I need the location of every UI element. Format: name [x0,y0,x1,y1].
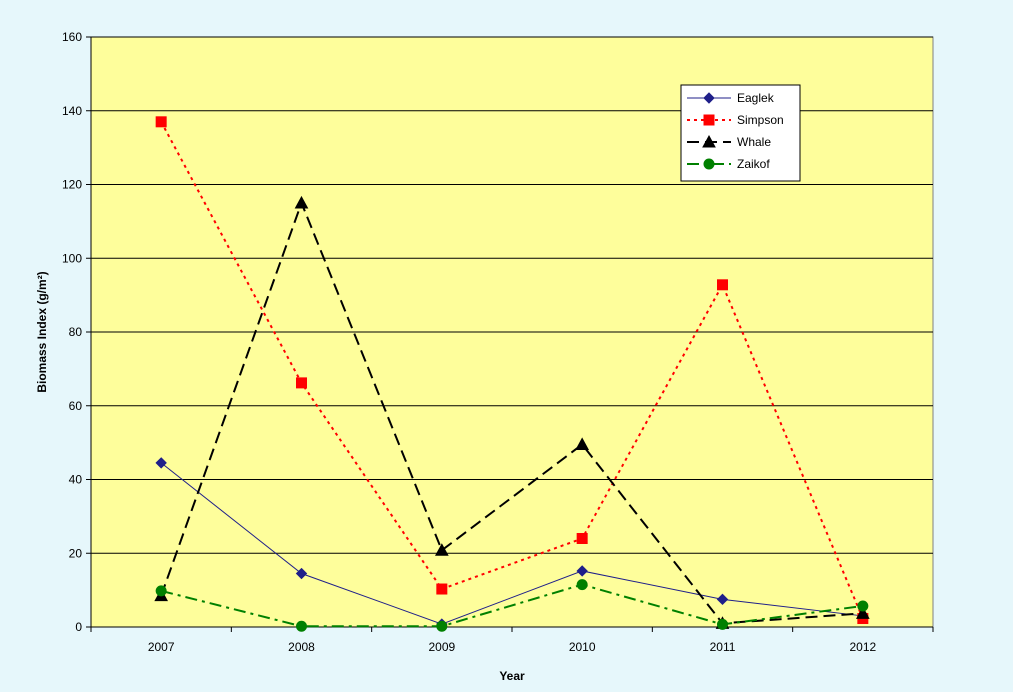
data-point [155,585,167,597]
x-axis-title: Year [499,669,525,683]
x-tick-label: 2012 [849,640,876,654]
legend-item: Whale [687,134,771,149]
data-point [717,618,728,630]
y-tick-label: 20 [69,546,83,560]
y-tick-label: 0 [75,620,82,634]
data-point [295,567,308,580]
y-tick-labels: 0 20 40 60 80 100 120 140 160 [62,30,82,634]
legend-item: Eaglek [687,91,775,105]
y-axis-title: Biomass Index (g/m²) [35,271,49,392]
data-point [716,593,729,606]
x-tick-label: 2011 [710,640,736,654]
series-line [160,583,863,628]
data-point [575,437,590,450]
x-tick-label: 2007 [148,640,175,654]
series-line [160,121,864,619]
y-tick-label: 40 [69,473,83,487]
legend-box [680,84,801,182]
data-point [855,606,870,619]
data-point [576,579,588,591]
data-point [436,620,448,632]
legend-marker [703,92,715,104]
data-point [155,116,167,128]
data-point [434,543,449,556]
data-point [857,600,869,612]
legend-marker [702,134,716,148]
data-point [296,620,307,632]
legend: Eaglek Simpson Whale Zaikof [680,84,801,182]
x-tick-label: 2008 [288,640,315,654]
legend-label: Whale [737,135,771,149]
legend-item: Zaikof [687,157,770,171]
data-point [576,533,588,544]
legend-marker [703,158,715,170]
data-point [576,565,588,577]
x-tick-label: 2009 [428,640,455,654]
y-tick-label: 80 [69,325,83,339]
x-tick-labels: 2007 2008 2009 2010 2011 2012 [148,640,877,654]
y-tick-label: 120 [62,178,82,192]
legend-label: Zaikof [737,157,770,171]
y-tick-label: 100 [62,251,82,265]
series-line [160,462,863,625]
legend-label: Simpson [737,113,784,127]
x-tick-label: 2010 [569,640,596,654]
data-point [294,195,309,209]
series-layer [154,116,870,632]
series-zaikof [155,579,869,632]
y-tick-label: 60 [69,399,83,413]
data-point [296,377,307,389]
y-tick-label: 140 [62,104,82,118]
legend-item: Simpson [687,113,784,127]
data-point [155,457,167,469]
y-tick-label: 160 [62,30,82,44]
legend-label: Eaglek [737,91,775,105]
data-point [717,279,728,291]
axes [86,36,934,632]
data-point [436,583,448,595]
legend-marker [703,114,715,126]
series-line [160,200,863,625]
